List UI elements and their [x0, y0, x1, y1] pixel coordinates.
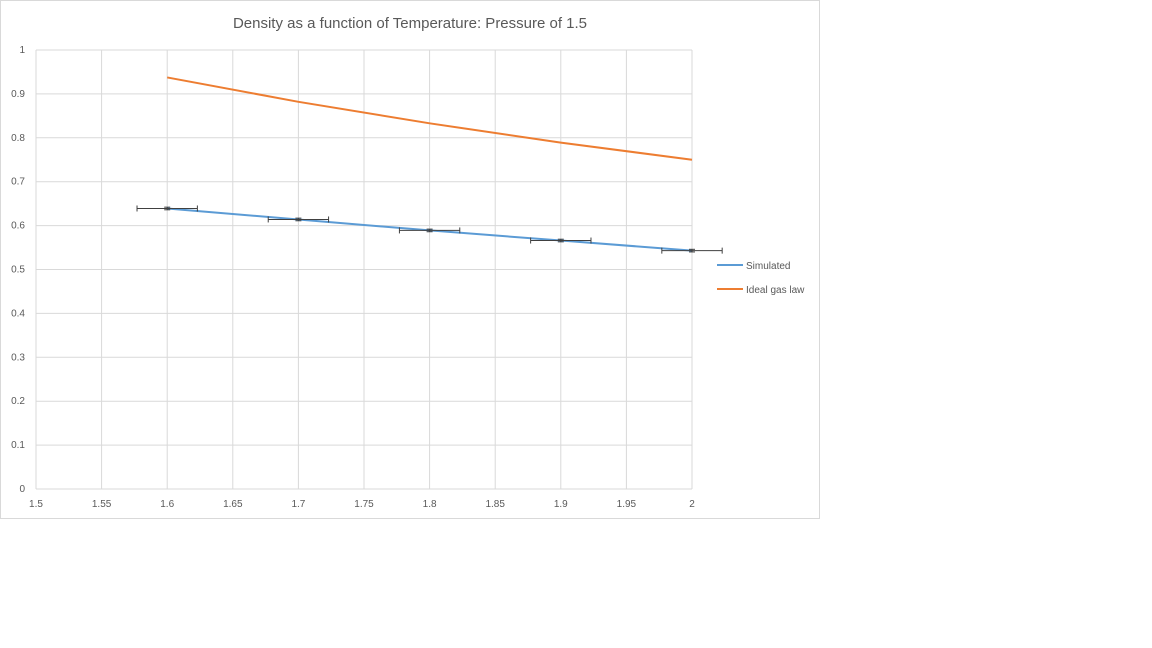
error-bar	[530, 237, 592, 244]
y-tick-label: 0.1	[11, 440, 25, 451]
x-tick-label: 1.5	[29, 499, 43, 510]
x-tick-label: 1.6	[160, 499, 174, 510]
y-tick-label: 0.3	[11, 352, 25, 363]
y-tick-label: 0	[19, 484, 25, 495]
error-bar	[267, 216, 330, 223]
error-bar	[398, 227, 461, 234]
x-tick-label: 1.7	[291, 499, 305, 510]
x-tick-label: 1.65	[223, 499, 243, 510]
x-tick-label: 2	[689, 499, 695, 510]
legend-label: Simulated	[746, 261, 790, 272]
y-tick-label: 0.9	[11, 89, 25, 100]
x-tick-label: 1.85	[485, 499, 505, 510]
x-tick-label: 1.8	[423, 499, 437, 510]
error-bar	[136, 205, 198, 212]
y-tick-label: 1	[19, 45, 25, 56]
y-tick-label: 0.6	[11, 221, 25, 232]
y-tick-label: 0.8	[11, 133, 25, 144]
x-tick-label: 1.9	[554, 499, 568, 510]
x-tick-label: 1.75	[354, 499, 374, 510]
error-bar	[661, 247, 723, 254]
y-tick-label: 0.4	[11, 308, 25, 319]
chart-frame	[0, 0, 820, 519]
y-tick-label: 0.7	[11, 177, 25, 188]
y-tick-label: 0.2	[11, 396, 25, 407]
y-tick-label: 0.5	[11, 265, 25, 276]
legend-label: Ideal gas law	[746, 285, 805, 296]
series-line-ideal	[167, 76, 693, 161]
x-tick-label: 1.55	[92, 499, 112, 510]
x-tick-label: 1.95	[617, 499, 637, 510]
chart-title: Density as a function of Temperature: Pr…	[233, 15, 587, 32]
